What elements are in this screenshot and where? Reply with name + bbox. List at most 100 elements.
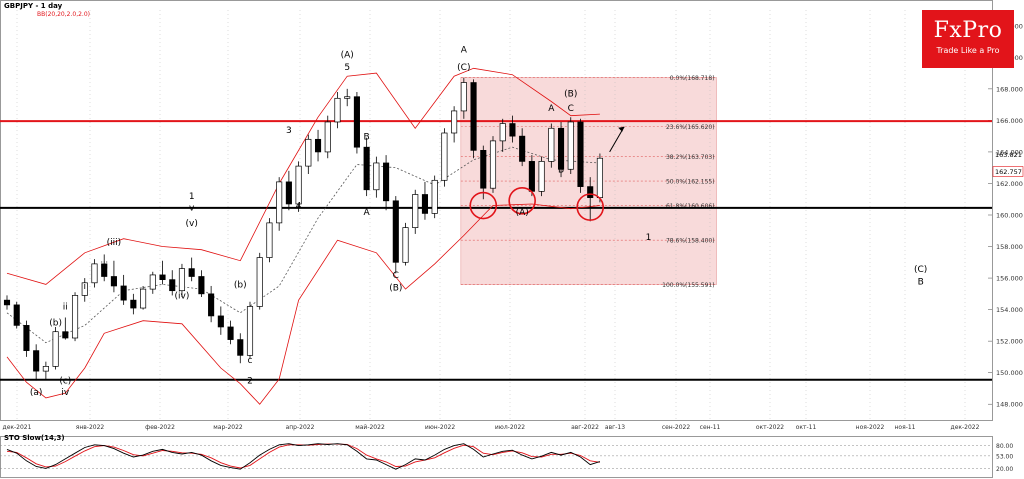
x-axis-label: сен-2022 — [662, 424, 691, 431]
wave-label: 2 — [247, 377, 253, 387]
candle-body — [42, 366, 49, 372]
candle-body — [110, 276, 117, 287]
candle-body — [188, 268, 195, 277]
wave-label: C — [568, 104, 574, 114]
candle-body — [548, 127, 555, 162]
wave-label: c — [248, 356, 253, 366]
wave-label: (B) — [389, 284, 402, 294]
wave-label: A — [364, 208, 371, 218]
plot-frame — [0, 0, 993, 421]
fib-level-label: 0.0%(168.718) — [670, 75, 715, 82]
wave-label: v — [189, 203, 195, 213]
support-circle — [576, 193, 605, 221]
candle-body — [596, 157, 603, 199]
candle-body — [353, 96, 360, 148]
x-axis-label: май-2022 — [355, 424, 385, 431]
candle-body — [178, 268, 186, 292]
stoch-level-label: 20.00 — [996, 466, 1013, 473]
wave-label: 3 — [286, 126, 292, 136]
candle-body — [519, 135, 526, 162]
candle-body — [101, 263, 108, 277]
x-axis-label: окт-11 — [796, 424, 817, 431]
x-axis-label: сен-11 — [700, 424, 721, 431]
wave-label: (iv) — [175, 292, 190, 302]
x-axis-label: ноя-11 — [894, 424, 915, 431]
candle-body — [451, 110, 458, 134]
fib-level-label: 78.6%(158.400) — [666, 238, 715, 245]
stoch-level-label: 80.00 — [996, 443, 1013, 450]
indicator-label: BB(20,20,2.0,2.0) — [37, 11, 90, 18]
brand-tagline: Trade Like a Pro — [936, 46, 1000, 55]
wave-label: (C) — [914, 265, 927, 275]
wave-label: (iii) — [107, 238, 122, 248]
candle-body — [314, 138, 322, 153]
candle-body — [460, 82, 467, 112]
candle-body — [509, 123, 516, 137]
wave-label: (v) — [186, 219, 198, 229]
wave-label: 1 — [189, 192, 195, 202]
wave-label: (c) — [59, 377, 71, 387]
candle-body — [130, 299, 137, 309]
y-tick-label: 148.000 — [996, 401, 1023, 409]
x-axis-label: авг-13 — [605, 424, 625, 431]
candle-body — [23, 325, 30, 351]
candle-body — [431, 179, 438, 214]
candle-body — [295, 165, 302, 205]
candle-body — [33, 350, 40, 372]
candle-body — [305, 138, 312, 167]
x-axis-label: ноя-2022 — [856, 424, 885, 431]
candle-body — [383, 162, 390, 202]
fib-level-label: 38.2%(163.703) — [666, 154, 715, 161]
wave-label: 4 — [296, 202, 302, 212]
candle-body — [499, 123, 506, 142]
wave-label: C — [393, 271, 399, 281]
candle-body — [91, 263, 98, 284]
candle-body — [402, 227, 409, 263]
candle-body — [363, 146, 370, 191]
candle-body — [140, 288, 147, 309]
candle-body — [412, 194, 419, 228]
candle-body — [246, 306, 254, 356]
y-tick-label: 168.000 — [996, 85, 1023, 93]
brand-name: FxPro — [933, 18, 1003, 43]
candle-body — [62, 331, 69, 339]
candle-body — [567, 121, 574, 170]
x-axis-label: апр-2022 — [286, 424, 315, 431]
fib-level-label: 100.0%(155.591) — [662, 282, 714, 289]
wave-label: A — [548, 104, 555, 114]
y-tick-label: 166.000 — [996, 117, 1023, 125]
current-price-label: 162.757 — [995, 168, 1022, 176]
candle-body — [52, 331, 59, 367]
wave-label: (b) — [234, 281, 247, 291]
candle-body — [334, 97, 341, 123]
wave-label: (a) — [30, 388, 43, 398]
chart-title: GBPJPY - 1 day — [4, 2, 63, 10]
candle-body — [324, 121, 331, 153]
stoch-frame — [0, 436, 993, 478]
arrow-head — [618, 126, 625, 132]
candle-body — [470, 82, 477, 151]
y-tick-label: 158.000 — [996, 243, 1023, 251]
candle-body — [373, 162, 380, 191]
fib-level-label: 61.8%(160.606) — [666, 203, 715, 210]
candle-body — [421, 194, 429, 214]
y-tick-label: 164.000 — [996, 148, 1023, 156]
bb-lower-line — [6, 203, 600, 405]
stoch-level-label: 53.00 — [996, 453, 1013, 460]
y-tick-label: 150.000 — [996, 369, 1023, 377]
bb-upper-line — [6, 67, 600, 285]
candle-body — [285, 181, 292, 205]
fib-level-label: 50.0%(162.155) — [666, 179, 715, 186]
wave-label: 1 — [646, 233, 652, 243]
wave-label: B — [558, 165, 564, 175]
y-tick-label: 156.000 — [996, 275, 1023, 283]
candle-body — [198, 276, 205, 295]
wave-label: 5 — [344, 63, 350, 73]
candle-body — [587, 186, 594, 199]
wave-label: i — [84, 282, 87, 292]
wave-label: B — [918, 277, 924, 287]
y-tick-label: 154.000 — [996, 306, 1023, 314]
candle-body — [13, 304, 20, 326]
stoch-main-line — [6, 443, 601, 470]
candle-body — [276, 181, 283, 224]
